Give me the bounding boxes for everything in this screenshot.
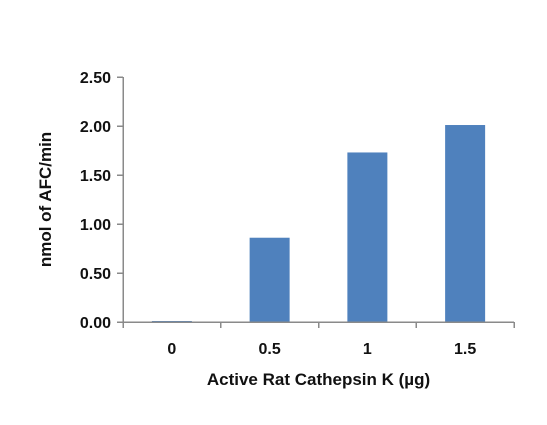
x-tick-label: 1.5: [454, 341, 476, 358]
y-tick-label: 0.50: [80, 266, 111, 283]
y-axis-title: nmol of AFC/min: [36, 132, 55, 267]
y-tick-label: 2.00: [80, 119, 111, 136]
x-tick-label: 1: [363, 341, 372, 358]
bars-group: [151, 125, 486, 323]
y-axis-ticks: 0.00 0.50 1.00 1.50 2.00 2.50: [80, 70, 123, 332]
y-tick-label: 2.50: [80, 70, 111, 87]
x-tick-label: 0: [167, 341, 176, 358]
x-axis-ticks: 0 0.5 1 1.5: [122, 322, 515, 358]
y-tick-label: 1.50: [80, 168, 111, 185]
bar: [445, 125, 486, 323]
x-tick-label: 0.5: [259, 341, 281, 358]
bar: [249, 237, 290, 322]
y-tick-label: 0.00: [80, 315, 111, 332]
x-axis-title: Active Rat Cathepsin K (µg): [207, 370, 430, 389]
y-tick-label: 1.00: [80, 217, 111, 234]
bar: [347, 152, 388, 322]
